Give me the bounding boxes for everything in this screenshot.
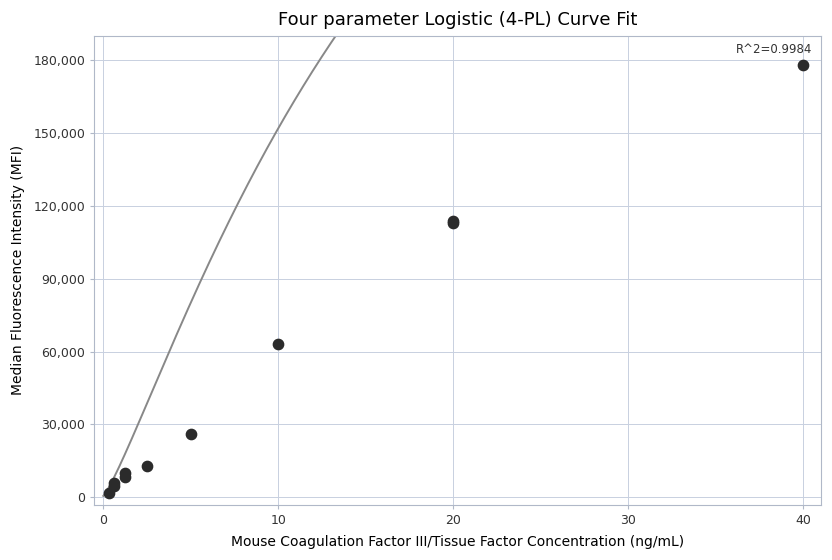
Point (118, 472, 131, 481)
Point (797, 61, 810, 70)
X-axis label: Mouse Coagulation Factor III/Tissue Factor Concentration (ng/mL): Mouse Coagulation Factor III/Tissue Fact… (231, 535, 684, 549)
Point (447, 216, 460, 225)
Point (102, 488, 116, 497)
Point (107, 478, 121, 487)
Point (107, 482, 121, 491)
Title: Four parameter Logistic (4-PL) Curve Fit: Four parameter Logistic (4-PL) Curve Fit (278, 11, 637, 29)
Point (447, 218, 460, 227)
Y-axis label: Median Fluorescence Intensity (MFI): Median Fluorescence Intensity (MFI) (11, 145, 25, 395)
Text: R^2=0.9984: R^2=0.9984 (735, 43, 812, 55)
Point (141, 461, 154, 470)
Point (118, 469, 131, 478)
Point (184, 430, 197, 438)
Point (271, 340, 285, 349)
